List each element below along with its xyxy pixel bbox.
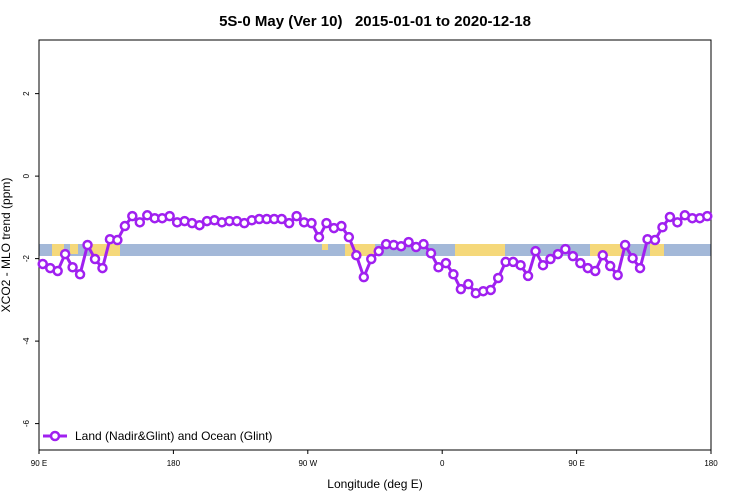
y-tick-label: -4	[22, 337, 31, 345]
point	[119, 220, 131, 232]
x-tick-label: 180	[704, 459, 718, 468]
x-tick-label: 180	[167, 459, 181, 468]
point	[127, 210, 138, 222]
point	[567, 250, 579, 262]
point	[672, 217, 683, 228]
point	[321, 217, 332, 229]
y-tick-label: -6	[22, 420, 31, 428]
point	[664, 211, 676, 223]
y-tick-label: 2	[22, 91, 31, 96]
point	[306, 217, 317, 229]
point	[590, 265, 601, 277]
point	[358, 271, 370, 283]
chart-title: 5S-0 May (Ver 10) 2015-01-01 to 2020-12-…	[219, 13, 531, 30]
x-tick-label: 0	[440, 459, 445, 468]
point	[440, 257, 452, 269]
point	[552, 248, 564, 260]
point	[649, 234, 661, 246]
point	[433, 262, 444, 273]
point	[604, 260, 616, 272]
point	[425, 247, 437, 259]
point	[134, 217, 146, 228]
point	[657, 222, 668, 233]
point	[343, 231, 355, 243]
point	[82, 239, 93, 251]
point	[627, 252, 638, 264]
point	[448, 269, 459, 280]
point	[373, 245, 384, 257]
y-tick-label: 0	[22, 173, 31, 178]
point	[276, 213, 287, 225]
x-tick-label: 90 W	[298, 459, 317, 468]
point	[74, 269, 86, 280]
point	[395, 240, 407, 252]
point	[283, 217, 295, 229]
y-axis-label: XCO2 - MLO trend (ppm)	[0, 178, 13, 313]
point	[67, 262, 78, 273]
point	[545, 253, 556, 265]
point	[485, 284, 496, 296]
point	[164, 210, 175, 222]
point	[537, 259, 549, 271]
legend-marker	[49, 430, 61, 442]
point	[612, 269, 623, 281]
point	[52, 265, 63, 277]
point	[97, 262, 108, 274]
point	[403, 236, 414, 248]
point	[366, 253, 377, 265]
point	[59, 248, 71, 260]
point	[112, 234, 123, 246]
point	[492, 272, 504, 284]
y-tick-label: -2	[22, 255, 31, 263]
plot-frame	[38, 39, 712, 451]
x-tick-label: 90 E	[568, 459, 584, 468]
point	[619, 239, 631, 251]
point	[634, 262, 646, 274]
point	[351, 250, 362, 261]
point	[522, 270, 534, 282]
point	[575, 257, 586, 269]
point	[89, 253, 101, 265]
point	[597, 250, 608, 261]
point	[291, 210, 302, 222]
point	[702, 210, 713, 222]
point	[336, 220, 347, 232]
point	[515, 259, 526, 271]
point	[418, 238, 429, 250]
point	[560, 243, 571, 255]
point	[194, 219, 205, 231]
point	[313, 231, 325, 243]
point	[530, 245, 541, 257]
x-axis-label: Longitude (deg E)	[327, 477, 422, 491]
legend-label: Land (Nadir&Glint) and Ocean (Glint)	[75, 429, 272, 443]
point	[37, 258, 48, 270]
point	[455, 283, 467, 295]
x-tick-label: 90 E	[31, 459, 47, 468]
point	[463, 278, 474, 290]
